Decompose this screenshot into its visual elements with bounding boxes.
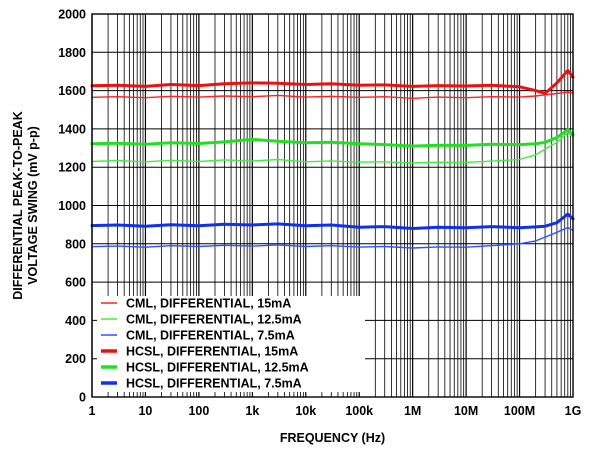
x-tick-label: 100M xyxy=(504,404,535,418)
y-tick-label: 1400 xyxy=(58,122,86,136)
y-tick-label: 2000 xyxy=(58,8,86,22)
x-tick-label: 10 xyxy=(138,404,152,418)
y-tick-label: 600 xyxy=(65,276,86,290)
legend: CML, DIFFERENTIAL, 15mA CML, DIFFERENTIAL… xyxy=(97,296,365,392)
series-line-5 xyxy=(90,128,575,148)
legend-box xyxy=(97,296,365,392)
y-tick-label: 200 xyxy=(65,352,86,366)
x-tick-label: 1G xyxy=(565,404,582,418)
x-tick-label: 100 xyxy=(188,404,209,418)
x-tick-label: 10M xyxy=(454,404,478,418)
x-axis-ticks: 1 10 100 1k 10k 100k 1M 10M 100M 1G xyxy=(89,404,582,418)
y-tick-label: 1200 xyxy=(58,161,86,175)
y-tick-label: 800 xyxy=(65,237,86,251)
legend-label: HCSL, DIFFERENTIAL, 12.5mA xyxy=(126,361,309,375)
series-line-2 xyxy=(91,131,574,164)
y-tick-label: 1600 xyxy=(58,84,86,98)
y-axis-title-line: VOLTAGE SWING (mV p-p) xyxy=(26,126,40,285)
legend-label: CML, DIFFERENTIAL, 7.5mA xyxy=(126,329,295,343)
legend-label: HCSL, DIFFERENTIAL, 15mA xyxy=(126,345,298,359)
x-tick-label: 1M xyxy=(404,404,421,418)
y-tick-label: 400 xyxy=(65,314,86,328)
y-tick-label: 1800 xyxy=(58,46,86,60)
x-tick-label: 10k xyxy=(295,404,316,418)
x-tick-label: 1k xyxy=(245,404,259,418)
y-tick-label: 1000 xyxy=(58,199,86,213)
y-axis-title-line: DIFFERENTIAL PEAK-TO-PEAK xyxy=(11,111,25,299)
y-axis-title: DIFFERENTIAL PEAK-TO-PEAK VOLTAGE SWING (… xyxy=(11,111,40,299)
x-tick-label: 100k xyxy=(345,404,373,418)
legend-label: CML, DIFFERENTIAL, 12.5mA xyxy=(126,313,302,327)
x-tick-label: 1 xyxy=(89,404,96,418)
plot-frame xyxy=(91,13,574,398)
y-tick-label: 0 xyxy=(79,391,86,405)
chart-series xyxy=(90,69,575,249)
series-line-4 xyxy=(90,69,575,95)
legend-label: CML, DIFFERENTIAL, 15mA xyxy=(126,297,291,311)
series-line-6 xyxy=(90,212,575,230)
x-axis-title: FREQUENCY (Hz) xyxy=(280,431,385,445)
y-axis-ticks: 0 200 400 600 800 1000 1200 1400 1600 1800 2000 xyxy=(58,8,86,405)
series-line-1 xyxy=(91,91,574,100)
legend-label: HCSL, DIFFERENTIAL, 7.5mA xyxy=(126,377,302,391)
series-line-3 xyxy=(91,226,574,249)
